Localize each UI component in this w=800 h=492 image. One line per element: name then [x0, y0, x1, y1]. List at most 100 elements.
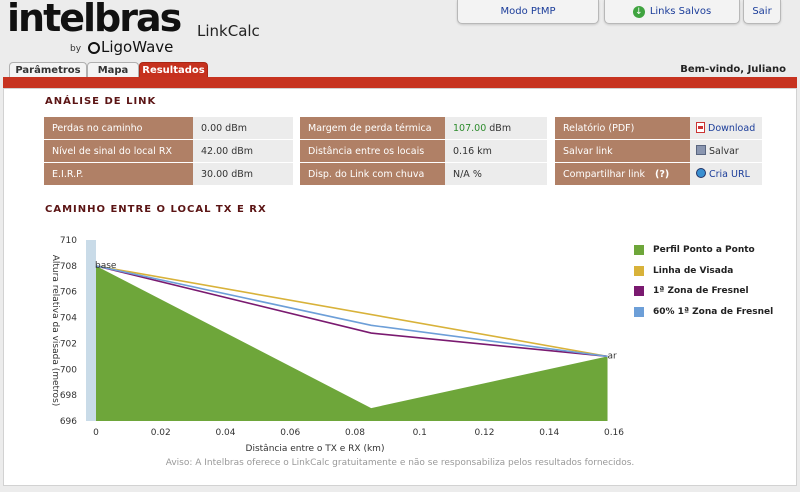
share-label: Compartilhar link	[563, 168, 646, 180]
legend-item: Linha de Visada	[634, 261, 773, 282]
action-label: Compartilhar link (?)	[555, 163, 690, 185]
action-label: Salvar link	[555, 140, 690, 162]
metric-label: Nível de sinal do local RX	[44, 140, 193, 162]
table-row: Margem de perda térmica 107.00 dBm	[300, 117, 547, 139]
tab-map[interactable]: Mapa	[87, 62, 139, 78]
y-tick-label: 710	[60, 236, 77, 246]
y-tick-label: 696	[60, 417, 77, 427]
legend-swatch	[634, 286, 644, 297]
ptmp-mode-label: Modo PtMP	[500, 6, 556, 17]
legend-label: 60% 1ª Zona de Fresnel	[653, 306, 774, 317]
welcome-message: Bem-vindo, Juliano	[680, 64, 786, 75]
ligowave-circle-icon	[88, 42, 100, 54]
legend-label: Linha de Visada	[653, 265, 734, 276]
download-label: Download	[708, 123, 756, 134]
series-line-2	[95, 265, 608, 358]
legend-item: 60% 1ª Zona de Fresnel	[634, 302, 773, 323]
point-label: ar	[608, 351, 618, 361]
saved-links-button[interactable]: ↓ Links Salvos	[604, 0, 740, 24]
legend-swatch	[634, 245, 644, 256]
point-label: base	[95, 261, 117, 271]
metric-value: 107.00 dBm	[445, 117, 547, 139]
exit-label: Sair	[752, 6, 772, 17]
ligowave-name: LigoWave	[101, 38, 174, 56]
link-metrics-table: Perdas no caminho 0.00 dBm Nível de sinal…	[44, 116, 293, 186]
x-tick-label: 0.02	[151, 428, 171, 438]
save-label: Salvar	[709, 146, 739, 157]
create-url-link[interactable]: Cria URL	[690, 163, 762, 185]
y-tick-label: 702	[60, 339, 77, 349]
x-tick-label: 0.16	[604, 428, 624, 438]
x-tick-label: 0.08	[345, 428, 365, 438]
y-tick-label: 706	[60, 288, 77, 298]
save-icon	[696, 145, 706, 155]
y-axis-band	[86, 240, 96, 421]
table-row: Disp. do Link com chuva N/A %	[300, 163, 547, 185]
tab-parameters[interactable]: Parâmetros	[9, 62, 87, 78]
app-title: LinkCalc	[197, 22, 260, 40]
metric-value: 30.00 dBm	[193, 163, 293, 185]
path-chart-title: CAMINHO ENTRE O LOCAL TX E RX	[45, 204, 267, 215]
metric-label: Perdas no caminho	[44, 117, 193, 139]
y-tick-label: 708	[60, 262, 77, 272]
ptmp-mode-button[interactable]: Modo PtMP	[457, 0, 599, 24]
legend-item: Perfil Ponto a Ponto	[634, 240, 773, 261]
table-row: Relatório (PDF) Download	[555, 117, 762, 139]
x-tick-label: 0.04	[215, 428, 235, 438]
create-url-label: Cria URL	[709, 169, 750, 180]
share-help-icon[interactable]: (?)	[655, 168, 670, 180]
table-row: E.I.R.P. 30.00 dBm	[44, 163, 293, 185]
margin-value: 107.00	[453, 122, 487, 134]
saved-links-label: Links Salvos	[649, 6, 712, 17]
metric-value: 0.00 dBm	[193, 117, 293, 139]
download-arrow-icon: ↓	[632, 5, 645, 18]
x-tick-label: 0.06	[280, 428, 300, 438]
table-row: Distância entre os locais 0.16 km	[300, 140, 547, 162]
y-axis-label: Altura relativa da visada (metros)	[50, 255, 60, 407]
table-row: Compartilhar link (?) Cria URL	[555, 163, 762, 185]
margin-unit: dBm	[489, 122, 512, 134]
series-line-3	[95, 265, 608, 358]
save-link-button[interactable]: Salvar	[690, 140, 762, 162]
metric-label: Distância entre os locais	[300, 140, 445, 162]
path-profile-chart: 696 698 700 702 704 706 708 710 0 0.02 0.04 0.06 0.0…	[50, 236, 624, 454]
pdf-icon	[696, 122, 705, 133]
chart-legend: Perfil Ponto a Ponto Linha de Visada 1ª …	[634, 240, 773, 322]
y-tick-label: 704	[60, 314, 77, 324]
download-pdf-link[interactable]: Download	[690, 117, 762, 139]
link-margin-table: Margem de perda térmica 107.00 dBm Distân…	[300, 116, 547, 186]
metric-value: N/A %	[445, 163, 547, 185]
x-tick-label: 0	[93, 428, 99, 438]
metric-value: 0.16 km	[445, 140, 547, 162]
legend-item: 1ª Zona de Fresnel	[634, 281, 773, 302]
series-line-1	[95, 265, 608, 358]
x-tick-label: 0.1	[413, 428, 427, 438]
metric-value: 42.00 dBm	[193, 140, 293, 162]
y-tick-label: 698	[60, 391, 77, 401]
metric-label: E.I.R.P.	[44, 163, 193, 185]
link-actions-table: Relatório (PDF) Download Salvar link Salva…	[555, 116, 762, 186]
metric-label: Disp. do Link com chuva	[300, 163, 445, 185]
exit-button[interactable]: Sair	[743, 0, 781, 24]
ligowave-logo: LigoWave	[88, 38, 173, 56]
table-row: Salvar link Salvar	[555, 140, 762, 162]
link-analysis-title: ANÁLISE DE LINK	[45, 96, 157, 107]
metric-label: Margem de perda térmica	[300, 117, 445, 139]
legend-swatch	[634, 265, 644, 276]
y-tick-label: 700	[60, 365, 77, 375]
legend-label: Perfil Ponto a Ponto	[653, 245, 755, 256]
table-row: Perdas no caminho 0.00 dBm	[44, 117, 293, 139]
x-tick-label: 0.12	[474, 428, 494, 438]
legend-label: 1ª Zona de Fresnel	[653, 286, 749, 297]
tab-accent-bar	[3, 77, 797, 88]
table-row: Nível de sinal do local RX 42.00 dBm	[44, 140, 293, 162]
disclaimer-text: Aviso: A Intelbras oferece o LinkCalc gr…	[165, 458, 635, 468]
terrain-profile-area	[96, 265, 608, 421]
logo-by-text: by	[70, 44, 82, 54]
tab-results[interactable]: Resultados	[139, 62, 208, 78]
x-axis-label: Distância entre o TX e RX (km)	[246, 444, 385, 454]
intelbras-logo: intelbras	[7, 0, 182, 40]
globe-icon	[696, 168, 706, 178]
x-tick-label: 0.14	[539, 428, 559, 438]
legend-swatch	[634, 306, 644, 317]
